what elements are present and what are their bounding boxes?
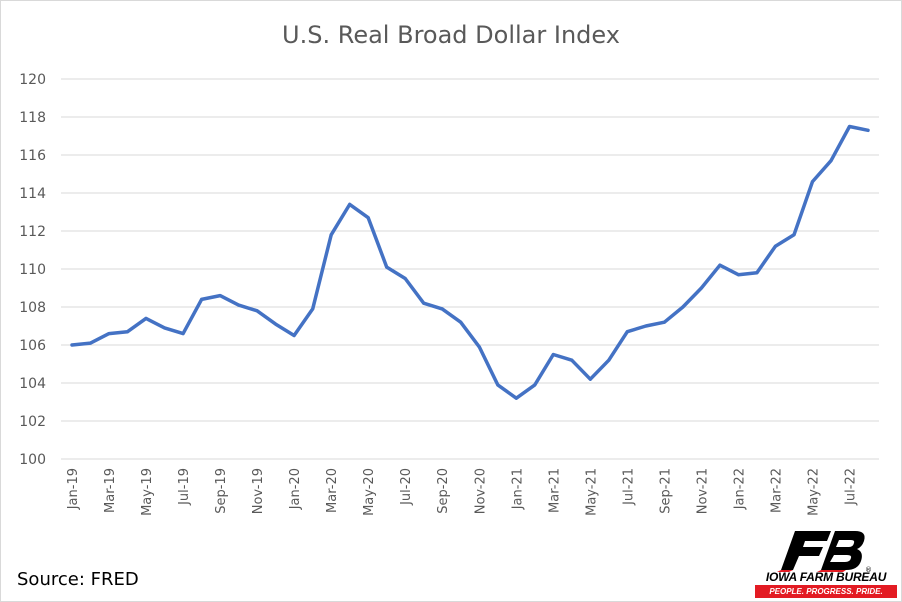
data-point <box>163 326 167 330</box>
x-tick-label: May-22 <box>806 468 821 516</box>
data-point <box>533 383 537 387</box>
data-point <box>292 334 296 337</box>
x-tick-labels: Jan-19 Mar-19 May-19 Jul-19 Sep-19 Nov-19 Jan-… <box>66 468 858 516</box>
x-tick-label: May-20 <box>362 468 377 516</box>
data-point <box>662 320 666 324</box>
data-point <box>89 341 93 345</box>
data-point <box>866 128 870 132</box>
data-point <box>792 233 796 237</box>
y-tick-label: 120 <box>19 72 46 88</box>
data-point <box>70 343 74 347</box>
y-tick-label: 108 <box>19 300 46 316</box>
x-tick-label: Jul-21 <box>621 468 636 506</box>
data-point <box>237 303 241 307</box>
data-point <box>126 330 130 334</box>
data-point <box>736 273 740 277</box>
x-tick-label: Jan-21 <box>510 468 525 510</box>
x-tick-label: Jan-19 <box>66 468 81 510</box>
x-tick-label: May-21 <box>584 468 599 516</box>
x-tick-label: Jul-20 <box>399 468 414 506</box>
data-point <box>348 202 352 206</box>
x-tick-label: Nov-21 <box>695 468 710 514</box>
x-tick-label: Mar-21 <box>547 468 562 513</box>
gridlines <box>61 78 879 460</box>
y-tick-label: 104 <box>19 376 46 392</box>
data-point <box>403 277 407 280</box>
y-tick-label: 116 <box>19 148 46 164</box>
data-point <box>551 353 555 356</box>
logo-tagline: PEOPLE. PROGRESS. PRIDE. <box>755 585 897 598</box>
x-tick-label: Nov-20 <box>473 468 488 514</box>
data-point <box>385 265 389 269</box>
source-note: Source: FRED <box>17 569 139 590</box>
iowa-farm-bureau-logo: ® IOWA FARM BUREAU PEOPLE. PROGRESS. PRI… <box>751 528 901 600</box>
data-point <box>107 332 111 336</box>
y-tick-label: 110 <box>19 262 46 278</box>
data-point <box>144 316 148 320</box>
data-point <box>329 233 333 237</box>
x-tick-label: Sep-20 <box>436 468 451 514</box>
data-point <box>644 324 648 328</box>
x-tick-label: Jan-20 <box>288 468 303 510</box>
y-tick-label: 112 <box>19 224 46 240</box>
data-point <box>440 307 444 311</box>
data-point <box>218 294 222 298</box>
data-point <box>829 159 833 163</box>
x-tick-label: Mar-20 <box>325 468 340 513</box>
chart-title: U.S. Real Broad Dollar Index <box>282 21 620 49</box>
x-tick-label: Jul-22 <box>843 468 858 506</box>
data-point <box>570 358 574 362</box>
data-point <box>477 345 481 349</box>
x-tick-label: Mar-22 <box>769 468 784 513</box>
data-point <box>755 271 759 275</box>
data-point <box>459 320 463 324</box>
x-tick-label: May-19 <box>140 468 155 516</box>
x-tick-label: Nov-19 <box>251 468 266 514</box>
data-point <box>625 330 629 334</box>
data-point <box>773 244 777 248</box>
data-point <box>311 307 315 311</box>
data-point <box>200 297 204 301</box>
y-tick-label: 106 <box>19 338 46 354</box>
data-point <box>514 396 518 400</box>
x-tick-label: Mar-19 <box>103 468 118 513</box>
registered-mark: ® <box>865 566 872 572</box>
y-tick-labels: 100 102 104 106 108 110 112 114 116 118 120 <box>19 72 46 468</box>
series-line <box>70 124 870 400</box>
data-point <box>274 322 278 326</box>
y-tick-label: 102 <box>19 414 46 430</box>
data-point <box>181 332 185 336</box>
data-point <box>607 358 611 362</box>
data-point <box>847 125 851 128</box>
series-group <box>70 124 870 400</box>
data-point <box>366 216 370 220</box>
data-point <box>699 286 703 290</box>
x-tick-label: Jan-22 <box>732 468 747 510</box>
data-point <box>681 305 685 309</box>
x-tick-label: Sep-21 <box>658 468 673 514</box>
y-tick-label: 100 <box>19 452 46 468</box>
data-point <box>588 377 592 381</box>
data-point <box>422 301 426 305</box>
x-tick-label: Jul-19 <box>177 468 192 506</box>
x-tick-label: Sep-19 <box>214 468 229 514</box>
data-point <box>810 180 814 184</box>
y-tick-label: 114 <box>19 186 46 202</box>
data-point <box>718 263 722 267</box>
data-point <box>255 309 259 313</box>
y-tick-label: 118 <box>19 110 46 126</box>
logo-name: IOWA FARM BUREAU <box>765 570 887 584</box>
fb-mark-icon: ® <box>777 531 872 572</box>
data-point <box>496 383 500 387</box>
